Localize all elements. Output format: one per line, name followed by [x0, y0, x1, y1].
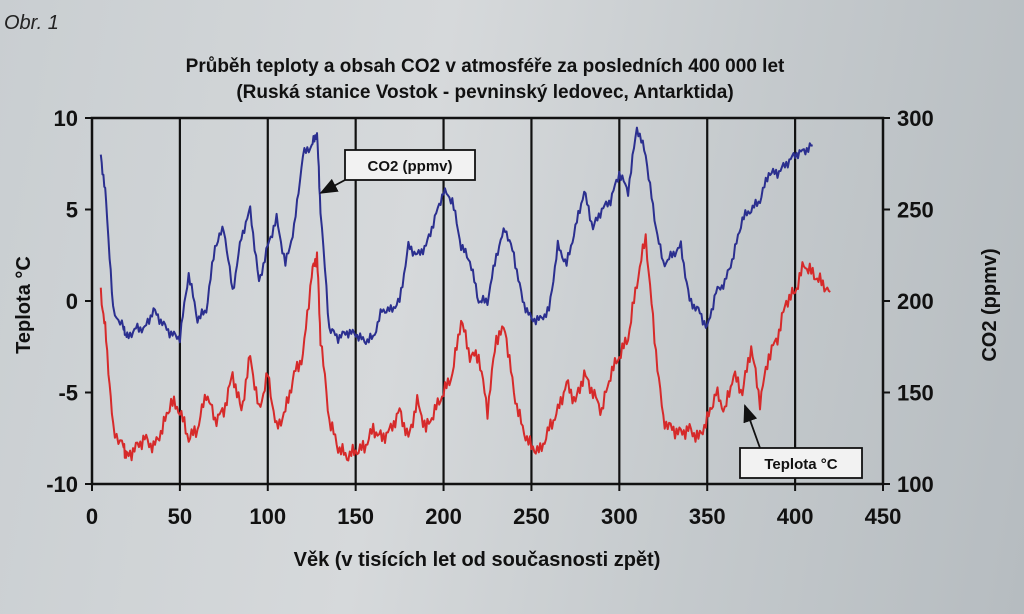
- annotation-label: CO2 (ppmv): [367, 158, 452, 175]
- y-right-tick-label: 150: [897, 381, 934, 406]
- temperature-annotation: Teplota °C: [739, 403, 863, 479]
- x-tick-label: 400: [777, 504, 814, 529]
- x-tick-label: 250: [513, 504, 550, 529]
- x-tick-labels: 0 50 100 150 200 250 300 350 400 450: [86, 484, 901, 529]
- y-left-tick-label: -5: [58, 381, 78, 406]
- figure-label: Obr. 1: [4, 12, 59, 34]
- x-tick-label: 150: [337, 504, 374, 529]
- y-right-tick-label: 100: [897, 472, 934, 497]
- x-tick-label: 0: [86, 504, 98, 529]
- y-right-tick-label: 250: [897, 198, 934, 223]
- y-axis-right-label: CO2 (ppmv): [979, 248, 1001, 361]
- y-left-tick-label: 5: [66, 198, 78, 223]
- annotation-arrow: [319, 178, 346, 194]
- y-left-tick-labels: 10 5 0 -5 -10: [46, 106, 92, 497]
- co2-annotation: CO2 (ppmv): [319, 149, 476, 194]
- x-tick-label: 300: [601, 504, 638, 529]
- x-tick-label: 450: [865, 504, 902, 529]
- y-right-tick-label: 300: [897, 106, 934, 131]
- y-right-tick-labels: 300 250 200 150 100: [883, 106, 934, 497]
- chart-title: Průběh teploty a obsah CO2 v atmosféře z…: [186, 56, 785, 77]
- y-left-tick-label: 0: [66, 289, 78, 314]
- x-tick-label: 50: [168, 504, 192, 529]
- annotation-box: [344, 149, 476, 181]
- annotation-label: Teplota °C: [764, 456, 837, 473]
- data-series: [99, 126, 831, 462]
- y-left-tick-label: 10: [54, 106, 78, 131]
- chart-subtitle: (Ruská stanice Vostok - pevninský ledove…: [236, 82, 733, 103]
- x-tick-label: 100: [249, 504, 286, 529]
- y-left-tick-label: -10: [46, 472, 78, 497]
- x-axis-label: Věk (v tisících let od současnosti zpět): [294, 549, 661, 571]
- co2-series-line: [99, 126, 813, 345]
- y-axis-left-label: Teplota °C: [13, 256, 35, 354]
- y-right-tick-label: 200: [897, 289, 934, 314]
- temperature-series-line: [99, 233, 831, 462]
- annotation-arrow: [743, 403, 761, 449]
- x-tick-label: 350: [689, 504, 726, 529]
- annotations: CO2 (ppmv) Teplota °C: [319, 149, 863, 479]
- annotation-box: [739, 447, 863, 479]
- x-tick-label: 200: [425, 504, 462, 529]
